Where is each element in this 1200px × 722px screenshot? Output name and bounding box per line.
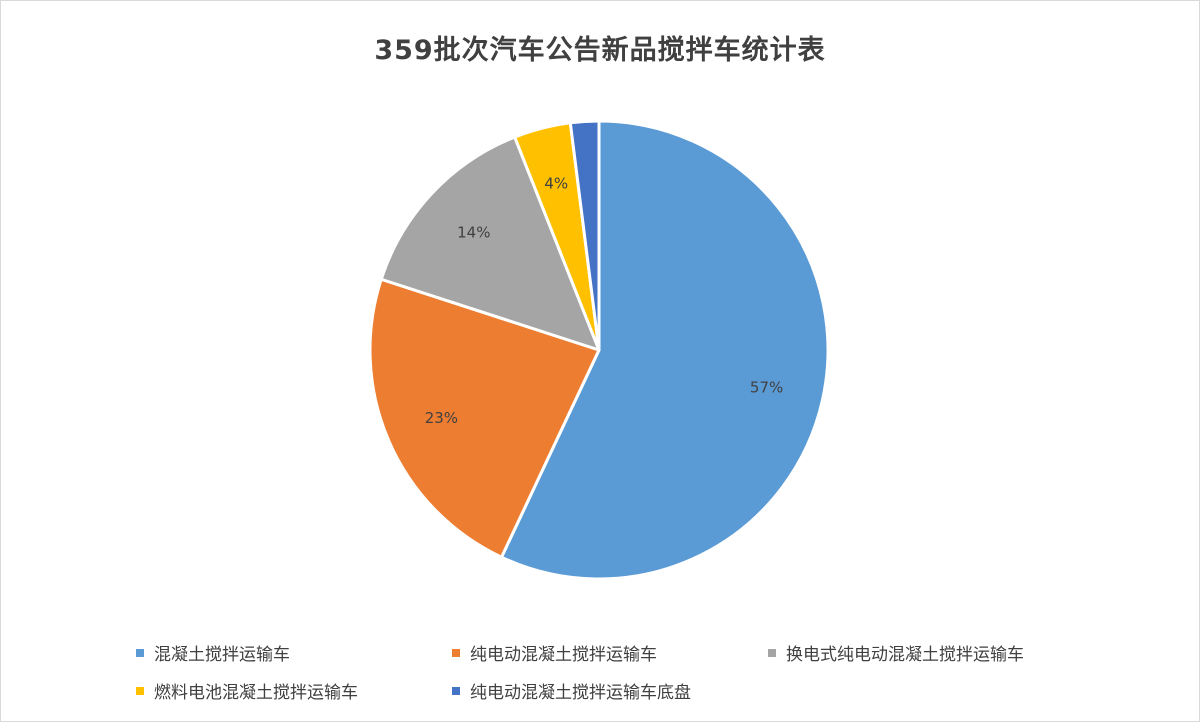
legend-swatch	[136, 686, 144, 695]
legend-label: 燃料电池混凝土搅拌运输车	[154, 683, 358, 703]
legend-swatch	[136, 648, 144, 657]
pie-slice	[568, 119, 601, 352]
data-label: 14%	[457, 223, 490, 241]
legend-item: 换电式纯电动混凝土搅拌运输车	[768, 640, 1024, 665]
legend-item: 纯电动混凝土搅拌运输车底盘	[452, 678, 691, 703]
legend-label: 纯电动混凝土搅拌运输车底盘	[470, 683, 691, 703]
legend-label: 换电式纯电动混凝土搅拌运输车	[786, 645, 1024, 665]
pie-slice	[368, 277, 601, 559]
data-label: 23%	[425, 409, 458, 427]
legend-item: 燃料电池混凝土搅拌运输车	[136, 678, 358, 703]
legend-item: 混凝土搅拌运输车	[136, 640, 290, 665]
data-label: 4%	[544, 175, 568, 193]
legend-item: 纯电动混凝土搅拌运输车	[452, 640, 657, 665]
legend-swatch	[452, 648, 460, 657]
legend-label: 混凝土搅拌运输车	[154, 645, 290, 665]
legend-label: 纯电动混凝土搅拌运输车	[470, 645, 657, 665]
legend-swatch	[452, 686, 460, 695]
pie-slice	[379, 135, 601, 352]
pie-slice	[500, 119, 830, 581]
chart-title: 359批次汽车公告新品搅拌车统计表	[374, 35, 826, 66]
legend-swatch	[768, 648, 776, 657]
data-label: 57%	[750, 379, 783, 397]
